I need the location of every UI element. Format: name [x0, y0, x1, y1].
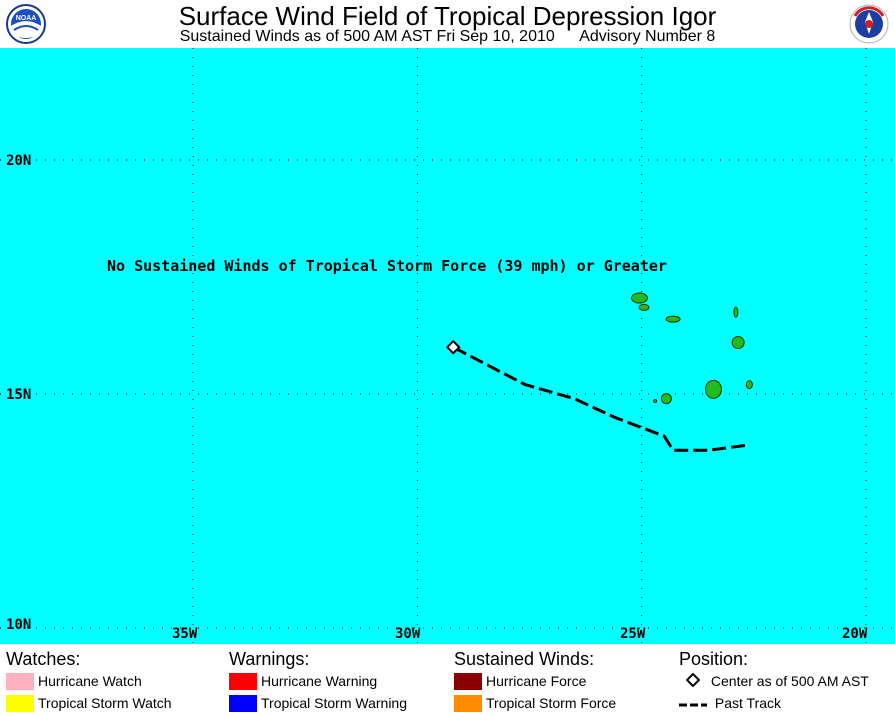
legend-item-hurricane-watch: Hurricane Watch: [6, 670, 172, 692]
past-track-line: [452, 345, 746, 452]
island-shape: [704, 379, 722, 399]
legend-label: Tropical Storm Watch: [38, 695, 172, 711]
lon-label-30w: 30W: [395, 626, 421, 642]
map-canvas: [0, 48, 895, 644]
legend-item-hurricane-force: Hurricane Force: [454, 670, 616, 692]
tropical-storm-force-swatch: [454, 694, 482, 712]
legend-position-heading: Position:: [679, 649, 749, 669]
lon-label-20w: 20W: [842, 626, 868, 642]
nws-logo-icon: [849, 4, 889, 49]
lat-label-15n: 15N: [6, 387, 32, 403]
legend-label: Hurricane Force: [486, 673, 587, 689]
legend: Watches: Hurricane Watch Tropical Storm …: [0, 644, 895, 716]
legend-warnings-heading: Warnings:: [229, 649, 310, 669]
island-shape: [630, 292, 648, 304]
legend-watches: Watches: Hurricane Watch Tropical Storm …: [6, 648, 172, 714]
legend-item-past-track: Past Track: [679, 692, 869, 714]
island-shape: [638, 303, 650, 311]
lat-label-10n: 10N: [6, 617, 32, 633]
island-shape: [665, 315, 681, 323]
legend-item-center: Center as of 500 AM AST: [679, 670, 869, 692]
legend-label: Hurricane Warning: [261, 673, 378, 689]
island-shape: [653, 399, 658, 404]
legend-item-tropical-storm-watch: Tropical Storm Watch: [6, 692, 172, 714]
tropical-storm-warning-swatch: [229, 694, 257, 712]
svg-text:NOAA: NOAA: [16, 15, 37, 22]
header: NOAA Surface Wind Field of Tropical Depr…: [0, 0, 895, 48]
lon-label-35w: 35W: [172, 626, 198, 642]
legend-position: Position: Center as of 500 AM AST Past T…: [679, 648, 869, 714]
legend-watches-heading: Watches:: [6, 649, 81, 669]
diamond-icon: [679, 671, 707, 693]
wind-field-map: 20N 15N 10N 35W 30W 25W 20W No Sustained…: [0, 48, 895, 644]
legend-label: Past Track: [714, 695, 782, 711]
no-tropical-storm-winds-message: No Sustained Winds of Tropical Storm For…: [107, 257, 667, 275]
hurricane-force-swatch: [454, 672, 482, 690]
dashed-line-icon: [679, 693, 707, 715]
island-shape: [660, 393, 672, 405]
page-title: Surface Wind Field of Tropical Depressio…: [178, 1, 717, 31]
lon-label-25w: 25W: [620, 626, 646, 642]
noaa-logo-icon: NOAA: [6, 4, 46, 49]
lat-label-20n: 20N: [6, 153, 32, 169]
legend-item-tropical-storm-warning: Tropical Storm Warning: [229, 692, 407, 714]
subtitle-advisory: Advisory Number 8: [579, 28, 716, 45]
legend-label: Hurricane Watch: [38, 673, 142, 689]
hurricane-warning-swatch: [229, 672, 257, 690]
legend-label: Center as of 500 AM AST: [710, 673, 869, 689]
legend-sustained-winds: Sustained Winds: Hurricane Force Tropica…: [454, 648, 616, 714]
subtitle-valid-time: Sustained Winds as of 500 AM AST Fri Sep…: [179, 28, 555, 45]
legend-item-tropical-storm-force: Tropical Storm Force: [454, 692, 616, 714]
legend-winds-heading: Sustained Winds:: [454, 649, 595, 669]
storm-center-diamond-icon: [445, 339, 461, 355]
island-shape: [731, 336, 745, 350]
legend-label: Tropical Storm Force: [486, 695, 617, 711]
legend-warnings: Warnings: Hurricane Warning Tropical Sto…: [229, 648, 407, 714]
hurricane-watch-swatch: [6, 672, 34, 690]
page-subtitle: Sustained Winds as of 500 AM AST Fri Sep…: [0, 28, 895, 46]
island-shape: [733, 306, 739, 318]
tropical-storm-watch-swatch: [6, 694, 34, 712]
island-shape: [745, 380, 753, 390]
legend-label: Tropical Storm Warning: [261, 695, 408, 711]
legend-item-hurricane-warning: Hurricane Warning: [229, 670, 407, 692]
